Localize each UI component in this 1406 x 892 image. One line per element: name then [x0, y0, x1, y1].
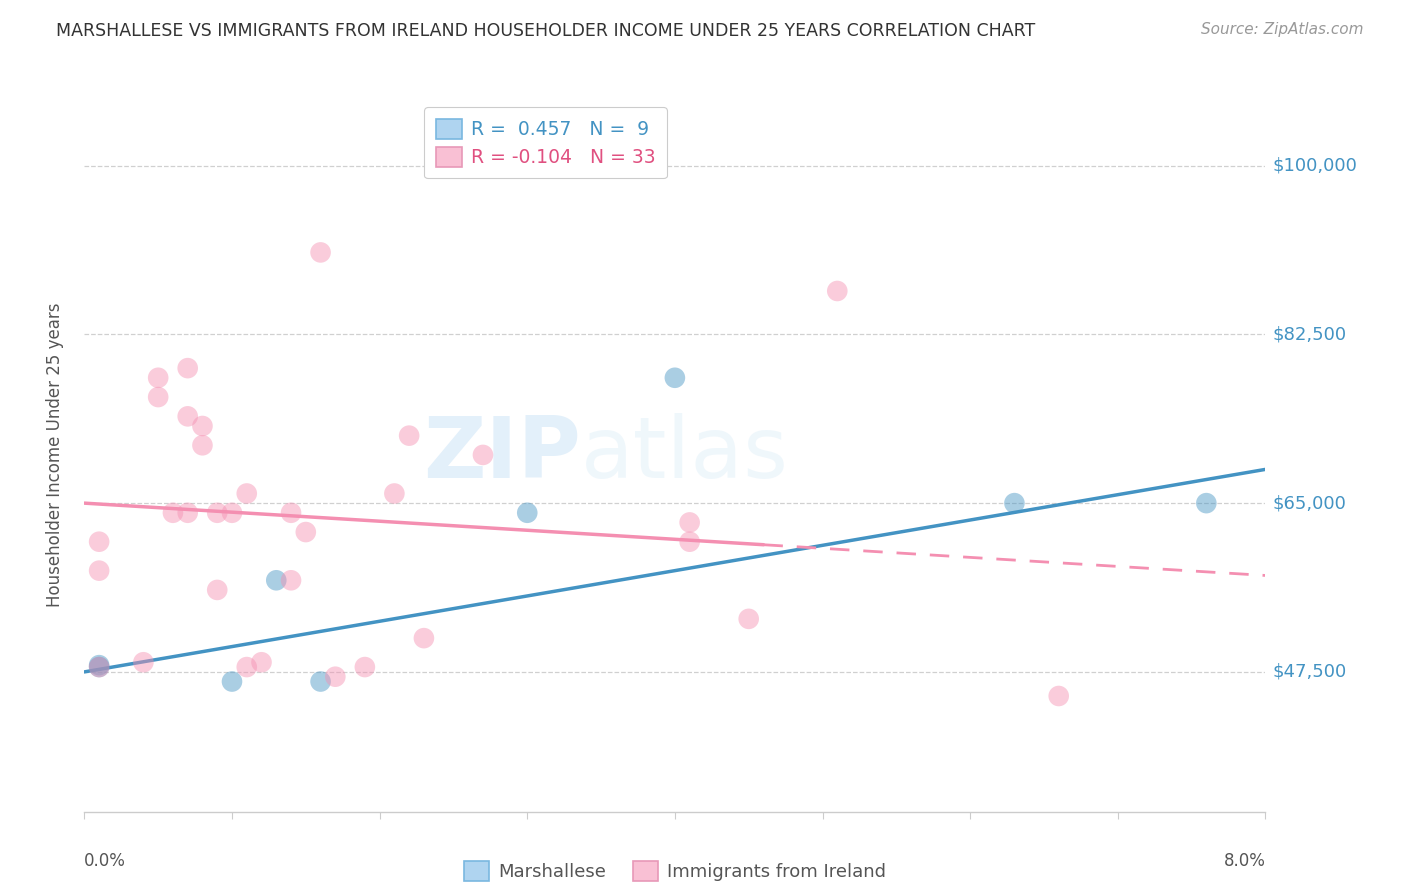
Legend: Marshallese, Immigrants from Ireland: Marshallese, Immigrants from Ireland — [457, 854, 893, 888]
Point — [354, 660, 377, 674]
Point — [177, 361, 200, 376]
Point — [191, 419, 214, 434]
Point — [664, 371, 686, 385]
Point — [737, 612, 759, 626]
Point — [309, 245, 332, 260]
Point — [87, 564, 111, 578]
Point — [87, 660, 111, 674]
Point — [264, 574, 288, 588]
Y-axis label: Householder Income Under 25 years: Householder Income Under 25 years — [45, 302, 63, 607]
Point — [398, 428, 420, 442]
Point — [87, 534, 111, 549]
Point — [148, 390, 170, 404]
Text: ZIP: ZIP — [423, 413, 581, 497]
Point — [323, 670, 347, 684]
Point — [825, 284, 848, 298]
Point — [87, 658, 111, 673]
Point — [472, 448, 495, 462]
Text: $100,000: $100,000 — [1272, 157, 1357, 175]
Point — [413, 631, 436, 645]
Point — [177, 409, 200, 424]
Point — [309, 674, 332, 689]
Point — [162, 506, 184, 520]
Text: 8.0%: 8.0% — [1223, 852, 1265, 870]
Text: 0.0%: 0.0% — [84, 852, 127, 870]
Point — [221, 674, 243, 689]
Point — [280, 574, 302, 588]
Point — [1004, 496, 1026, 510]
Point — [516, 506, 538, 520]
Point — [280, 506, 302, 520]
Point — [382, 486, 406, 500]
Point — [132, 655, 155, 669]
Point — [87, 660, 111, 674]
Text: atlas: atlas — [581, 413, 789, 497]
Text: $65,000: $65,000 — [1272, 494, 1347, 512]
Point — [205, 582, 228, 597]
Point — [221, 506, 243, 520]
Point — [1047, 689, 1070, 703]
Point — [191, 438, 214, 452]
Point — [250, 655, 273, 669]
Text: $47,500: $47,500 — [1272, 663, 1347, 681]
Point — [148, 371, 170, 385]
Point — [295, 524, 318, 539]
Point — [679, 516, 702, 530]
Point — [205, 506, 228, 520]
Point — [235, 486, 259, 500]
Point — [1195, 496, 1218, 510]
Text: $82,500: $82,500 — [1272, 326, 1347, 343]
Point — [235, 660, 259, 674]
Point — [679, 534, 702, 549]
Text: Source: ZipAtlas.com: Source: ZipAtlas.com — [1201, 22, 1364, 37]
Text: MARSHALLESE VS IMMIGRANTS FROM IRELAND HOUSEHOLDER INCOME UNDER 25 YEARS CORRELA: MARSHALLESE VS IMMIGRANTS FROM IRELAND H… — [56, 22, 1035, 40]
Point — [177, 506, 200, 520]
